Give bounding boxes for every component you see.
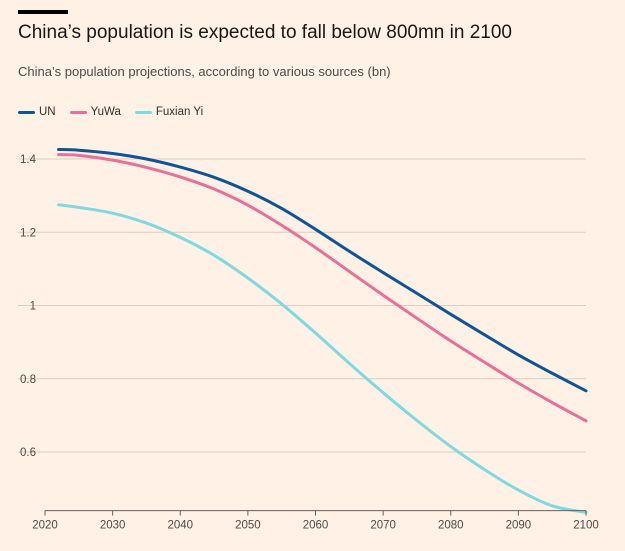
legend-item-fuxian-yi: Fuxian Yi	[134, 106, 204, 118]
legend-item-yuwa: YuWa	[69, 106, 121, 118]
y-tick-label: 1.4	[20, 154, 37, 166]
legend-label-yuwa: YuWa	[90, 106, 121, 118]
y-tick-label: 0.6	[20, 447, 36, 459]
y-tick-labels: 0.6 0.8 1 1.2 1.4	[20, 154, 37, 459]
x-tick-label: 2060	[303, 520, 329, 532]
x-tick-label: 2040	[167, 520, 193, 532]
legend-label-un: UN	[39, 106, 56, 118]
x-tick-label: 2090	[506, 520, 532, 532]
x-tick-label: 2030	[100, 520, 126, 532]
legend-swatch-fuxian-yi	[134, 110, 152, 114]
legend-label-fuxian-yi: Fuxian Yi	[155, 106, 204, 118]
legend: UN YuWa Fuxian Yi	[18, 106, 217, 118]
x-tick-label: 2050	[235, 520, 261, 532]
x-tick-label: 2080	[438, 520, 464, 532]
chart-subtitle: China’s population projections, accordin…	[18, 64, 391, 79]
x-tick-label: 2020	[32, 520, 58, 532]
y-tick-label: 0.8	[20, 374, 36, 386]
top-rule	[18, 10, 68, 14]
x-tick-labels: 2020 2030 2040 2050 2060 2070 2080 2090 2100	[32, 520, 599, 532]
y-tick-label: 1	[30, 301, 36, 313]
legend-swatch-un	[18, 110, 35, 114]
legend-swatch-yuwa	[69, 110, 87, 114]
gridlines	[18, 158, 586, 453]
series-line-yuwa	[57, 153, 588, 423]
x-tick-label: 2070	[370, 520, 396, 532]
x-axis	[44, 510, 587, 516]
series-line-un	[57, 147, 588, 393]
legend-item-un: UN	[18, 106, 56, 118]
x-tick-label: 2100	[573, 520, 599, 532]
series-lines	[57, 147, 588, 514]
chart-title: China’s population is expected to fall b…	[18, 22, 512, 43]
series-line-fuxian-yi	[57, 203, 588, 514]
y-tick-label: 1.2	[20, 227, 36, 239]
